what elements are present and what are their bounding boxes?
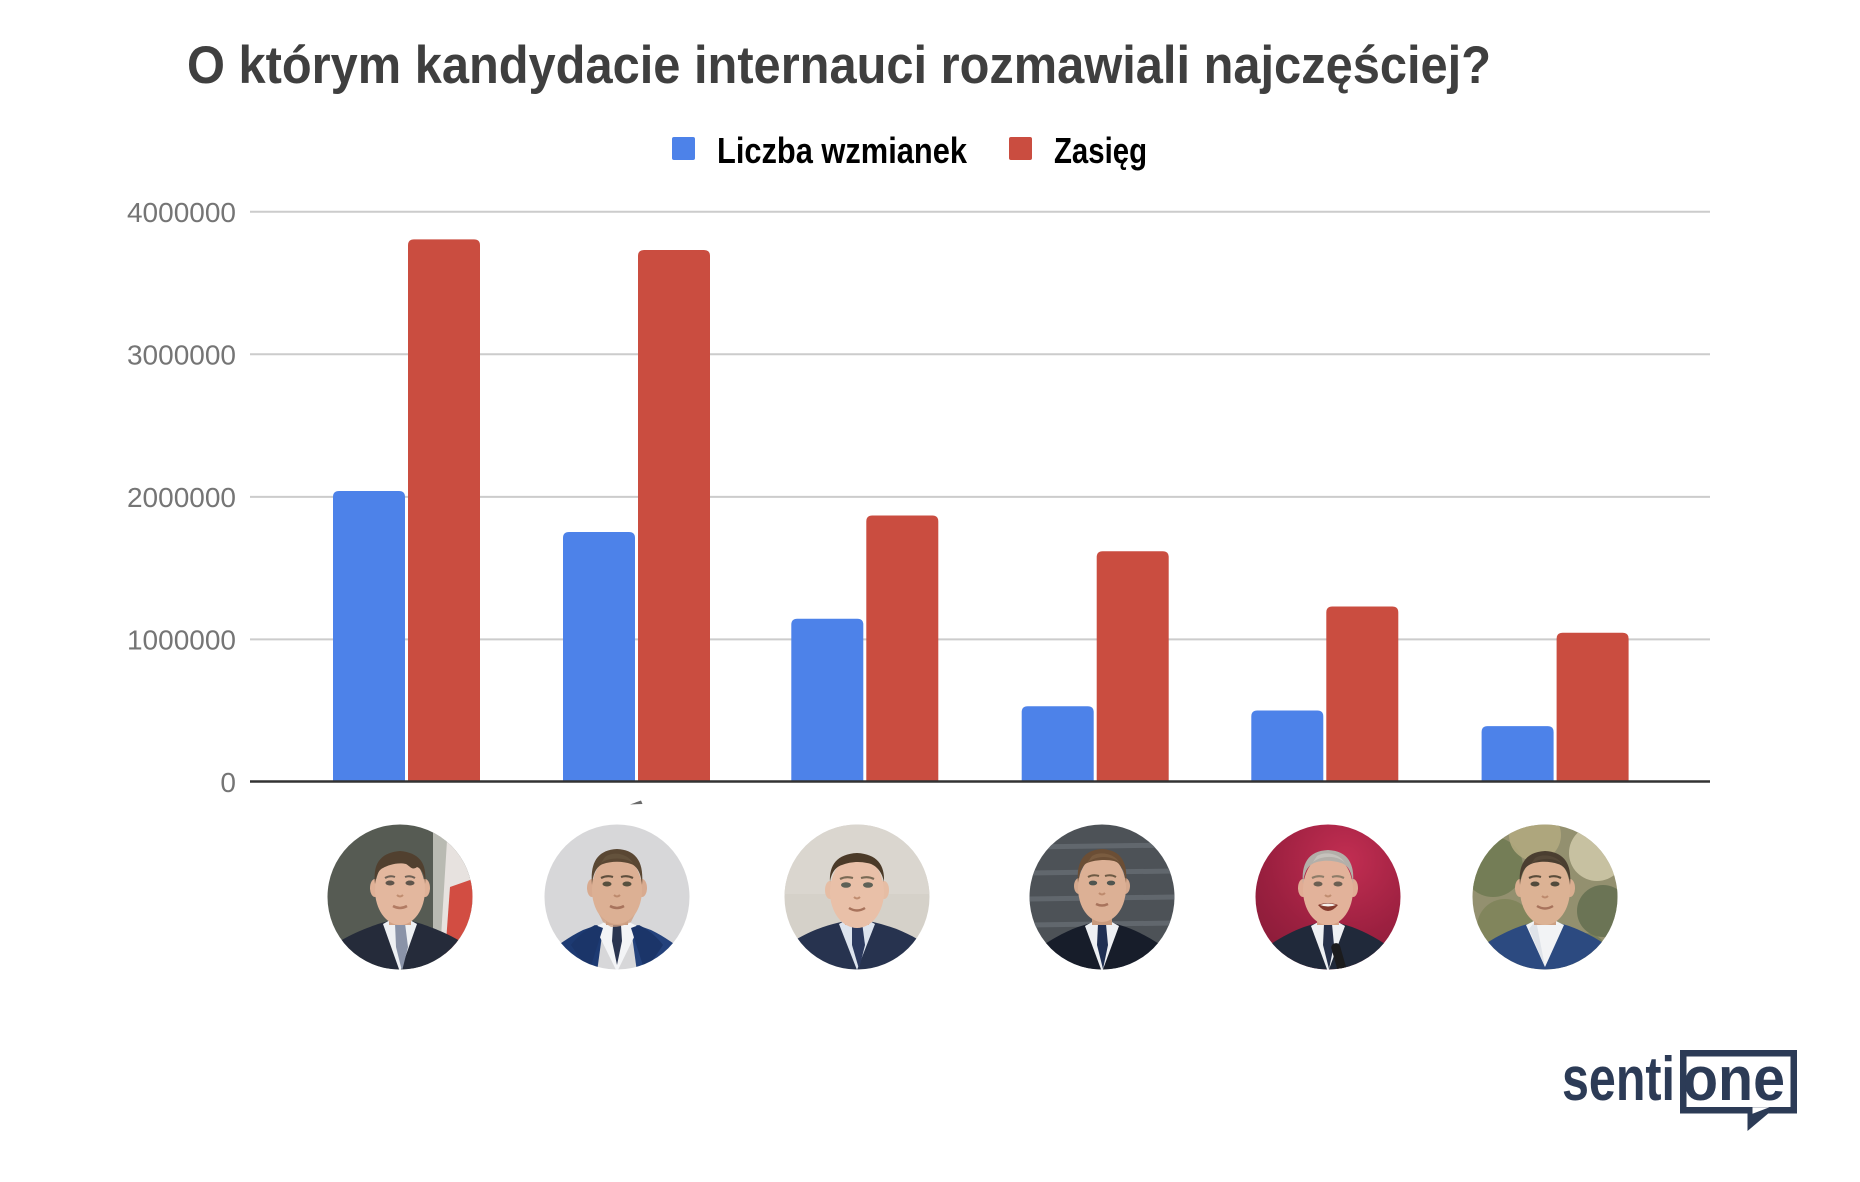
svg-text:O którym kandydacie internauci: O którym kandydacie internauci rozmawial… (187, 36, 1491, 95)
svg-text:Zasięg: Zasięg (1054, 130, 1147, 171)
svg-text:2000000: 2000000 (127, 482, 236, 513)
svg-text:senti: senti (1562, 1045, 1675, 1114)
svg-text:0: 0 (220, 767, 236, 798)
svg-text:one: one (1683, 1045, 1785, 1114)
svg-text:1000000: 1000000 (127, 625, 236, 656)
svg-text:Liczba wzmianek: Liczba wzmianek (717, 130, 968, 171)
svg-text:4000000: 4000000 (127, 197, 236, 228)
svg-text:3000000: 3000000 (127, 340, 236, 371)
